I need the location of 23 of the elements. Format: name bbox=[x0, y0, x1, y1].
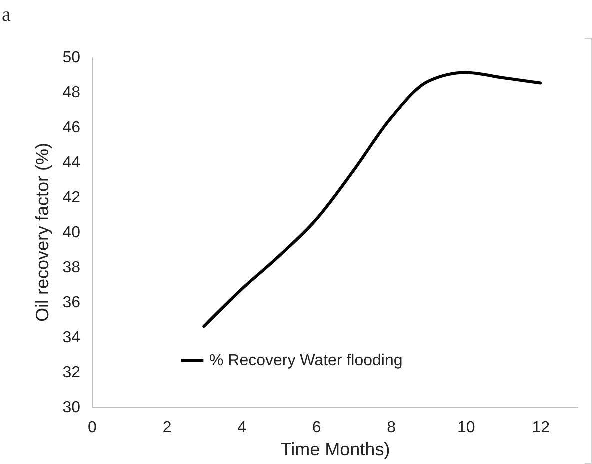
x-tick-label: 12 bbox=[532, 420, 550, 436]
y-tick-label: 44 bbox=[62, 154, 81, 172]
x-tick-label: 0 bbox=[88, 420, 98, 436]
y-tick-label: 32 bbox=[62, 364, 81, 382]
x-tick-label: 6 bbox=[312, 420, 322, 436]
chart-title: a bbox=[2, 4, 11, 26]
y-tick-label: 50 bbox=[62, 50, 81, 66]
y-tick-label: 46 bbox=[62, 120, 81, 136]
line-series bbox=[202, 71, 542, 328]
x-tick-label: 8 bbox=[387, 420, 396, 436]
y-tick-label: 42 bbox=[62, 190, 81, 206]
y-tick-label: 34 bbox=[62, 330, 81, 346]
x-tick-label: 4 bbox=[238, 420, 247, 436]
y-tick-label: 36 bbox=[62, 294, 81, 312]
y-tick-label: 48 bbox=[62, 84, 81, 102]
y-axis-title: Oil recovery factor (%) bbox=[32, 142, 53, 322]
y-tick-label: 30 bbox=[62, 400, 81, 416]
y-tick-label: 38 bbox=[62, 260, 81, 276]
x-axis-title: Time Months) bbox=[280, 440, 390, 460]
x-tick-label: 2 bbox=[162, 420, 172, 436]
y-tick-label: 40 bbox=[62, 224, 81, 242]
x-tick-label: 10 bbox=[457, 420, 476, 436]
legend-label: % Recovery Water flooding bbox=[209, 352, 403, 370]
